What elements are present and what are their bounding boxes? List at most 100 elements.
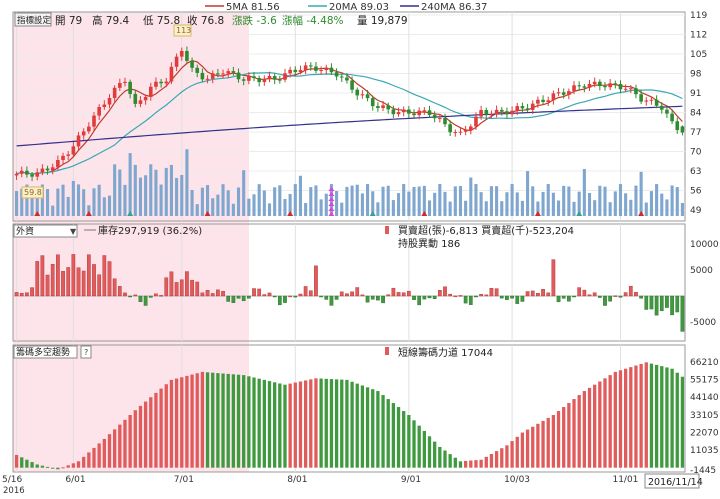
volume-bar [51, 205, 55, 216]
volume-bar [324, 193, 328, 216]
investor-tick-label: 10000 [690, 240, 719, 250]
investor-net-bar [200, 292, 205, 297]
candle-body [112, 87, 117, 99]
volume-bar [541, 191, 545, 216]
volume-bar [469, 177, 473, 216]
ma5-legend: 5MA 81.56 [226, 2, 280, 13]
trend-bar [143, 401, 148, 468]
help-button[interactable] [80, 345, 92, 359]
candle-body [334, 72, 339, 77]
investor-net-bar [484, 294, 489, 297]
volume-bar [433, 192, 437, 216]
investor-net-bar [670, 295, 674, 316]
trend-bar [87, 452, 91, 468]
trend-bar [298, 381, 303, 468]
investor-net-bar [164, 277, 169, 297]
volume-bar [551, 192, 555, 216]
volume-bar [458, 186, 463, 216]
candle-body [154, 81, 158, 87]
y-tick-labels: 49 56 63 70 77 84 91 98 105 112 119 10000 5000 -5000 6… [690, 11, 719, 476]
volume-bar [319, 199, 323, 216]
volume-bar [396, 193, 401, 216]
candle-body [443, 118, 447, 125]
investor-net-bar [639, 295, 643, 299]
volume-bar [144, 175, 148, 216]
candle-body [298, 70, 303, 73]
candle-body [608, 83, 612, 88]
trend-bar [247, 376, 251, 468]
volume-bar [71, 180, 75, 216]
candle-body [438, 118, 442, 120]
investor-net-bar [226, 295, 231, 302]
investor-net-bar [448, 293, 453, 297]
candle-body [381, 105, 385, 109]
candle-body [97, 107, 101, 116]
investor-net-bar [391, 287, 396, 297]
investor-net-bar [257, 288, 262, 297]
investor-net-bar [205, 290, 210, 297]
trend-bar [200, 371, 205, 468]
volume-bar [391, 200, 395, 216]
investor-net-bar [14, 292, 19, 297]
trend-bar [562, 407, 566, 468]
volume-bar [474, 184, 478, 216]
open-price: 開 79 [55, 15, 82, 27]
candle-body [30, 174, 34, 177]
candle-body [350, 80, 354, 90]
candle-body [391, 109, 396, 115]
trend-bar [30, 462, 34, 468]
date-tick-label: 10/03 [504, 475, 530, 485]
investor-net-bar [241, 295, 246, 302]
candle-body [216, 73, 220, 75]
volume-bar [46, 188, 50, 216]
trend-bar [675, 372, 679, 468]
investor-panel-frame [12, 223, 686, 342]
trend-bar [66, 465, 70, 468]
investor-net-bar [505, 295, 509, 300]
trend-bar [381, 395, 385, 468]
trend-bar [314, 378, 318, 468]
investor-net-bar [30, 287, 34, 297]
candle-body [489, 114, 494, 116]
volume-bar [185, 149, 189, 216]
trend-bar [510, 441, 514, 468]
investor-net-bar [102, 255, 107, 297]
holding-inventory: 庫存297,919 (36.2%) [98, 224, 202, 237]
trend-bar [82, 456, 86, 468]
candle-body [35, 172, 40, 177]
volume-bar [665, 199, 669, 216]
candle-body [670, 113, 674, 122]
trend-tick-label: 22070 [690, 428, 719, 438]
candle-body [639, 94, 643, 102]
volume-bar [464, 200, 468, 216]
candlesticks [14, 46, 685, 182]
trend-bar [205, 372, 210, 468]
trend-type-select[interactable] [13, 345, 78, 359]
volume-bar [25, 184, 29, 216]
volume-bar [298, 175, 303, 216]
investor-tick-label: 5000 [690, 266, 713, 276]
trade-volume: 量 19,879 [357, 15, 408, 27]
trend-bar [14, 454, 19, 468]
trend-bar [407, 415, 411, 468]
investor-net-bar [216, 289, 220, 297]
investor-net-bar [159, 295, 163, 297]
investor-net-bar [412, 295, 416, 300]
investor-net-bar [334, 295, 339, 300]
trend-bar [169, 379, 174, 468]
candle-body [468, 126, 473, 130]
signal-marker [534, 211, 541, 216]
trend-bar [623, 368, 628, 468]
investor-type-select[interactable] [13, 224, 78, 238]
trend-bar [474, 460, 478, 468]
candle-body [107, 98, 112, 105]
volume-bar [556, 200, 561, 216]
trend-tick-label: 11035 [690, 446, 719, 456]
indicator-settings-button[interactable] [14, 12, 52, 27]
investor-net-bar [515, 295, 520, 304]
investor-net-bar [381, 295, 385, 304]
candle-body [427, 110, 432, 115]
candle-body [665, 109, 669, 114]
investor-net-bar [345, 293, 349, 297]
candle-body [138, 100, 143, 104]
